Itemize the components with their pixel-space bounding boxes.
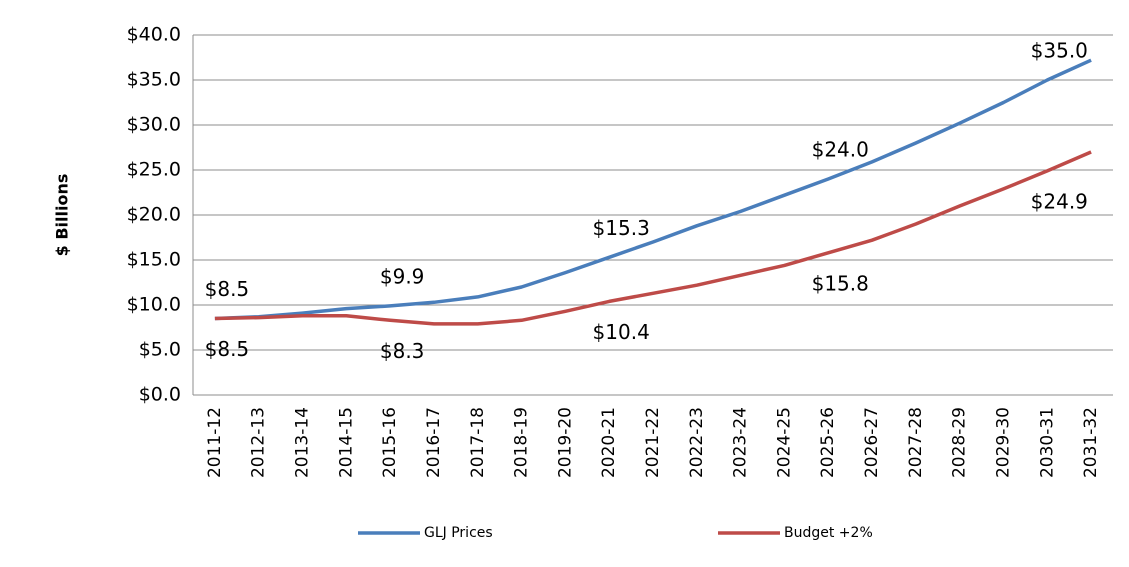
x-tick-label: 2030-31 (1037, 407, 1057, 478)
data-label: $10.4 (593, 320, 650, 344)
x-tick-label: 2029-30 (993, 407, 1013, 478)
data-label: $35.0 (1031, 39, 1088, 63)
x-tick-label: 2017-18 (468, 407, 488, 478)
data-label: $15.3 (593, 216, 650, 240)
x-tick-label: 2026-27 (862, 407, 882, 478)
data-label: $8.3 (380, 339, 425, 363)
y-tick-label: $15.0 (127, 249, 181, 271)
legend-label: GLJ Prices (424, 525, 493, 541)
data-label: $24.0 (812, 138, 869, 162)
x-tick-label: 2013-14 (293, 407, 313, 478)
x-tick-label: 2027-28 (906, 407, 926, 478)
x-tick-label: 2025-26 (818, 407, 838, 478)
series-line (214, 58, 1092, 321)
y-tick-label: $30.0 (127, 114, 181, 136)
x-tick-label: 2023-24 (731, 407, 751, 478)
legend-label: Budget +2% (784, 525, 873, 541)
x-tick-label: 2024-25 (774, 407, 794, 478)
x-tick-label: 2022-23 (687, 407, 707, 478)
y-axis-label: $ Billions (53, 174, 72, 257)
data-label: $15.8 (812, 271, 869, 295)
series-line (214, 150, 1092, 326)
y-tick-label: $10.0 (127, 294, 181, 316)
data-label: $8.5 (205, 277, 250, 301)
x-tick-label: 2019-20 (555, 407, 575, 478)
x-tick-label: 2011-12 (205, 407, 225, 478)
y-tick-label: $20.0 (127, 204, 181, 226)
x-tick-label: 2031-32 (1081, 407, 1101, 478)
x-tick-label: 2012-13 (249, 407, 269, 478)
y-tick-label: $0.0 (139, 384, 181, 406)
y-tick-label: $25.0 (127, 159, 181, 181)
x-tick-label: 2015-16 (380, 407, 400, 478)
y-tick-label: $40.0 (127, 24, 181, 46)
x-tick-label: 2021-22 (643, 407, 663, 478)
data-label: $8.5 (205, 337, 250, 361)
x-tick-label: 2016-17 (424, 407, 444, 478)
x-tick-label: 2018-19 (512, 407, 532, 478)
data-label: $24.9 (1031, 189, 1088, 213)
y-tick-label: $5.0 (139, 339, 181, 361)
y-tick-label: $35.0 (127, 69, 181, 91)
data-label: $9.9 (380, 264, 425, 288)
x-tick-label: 2014-15 (336, 407, 356, 478)
x-tick-label: 2020-21 (599, 407, 619, 478)
x-tick-label: 2028-29 (950, 407, 970, 478)
